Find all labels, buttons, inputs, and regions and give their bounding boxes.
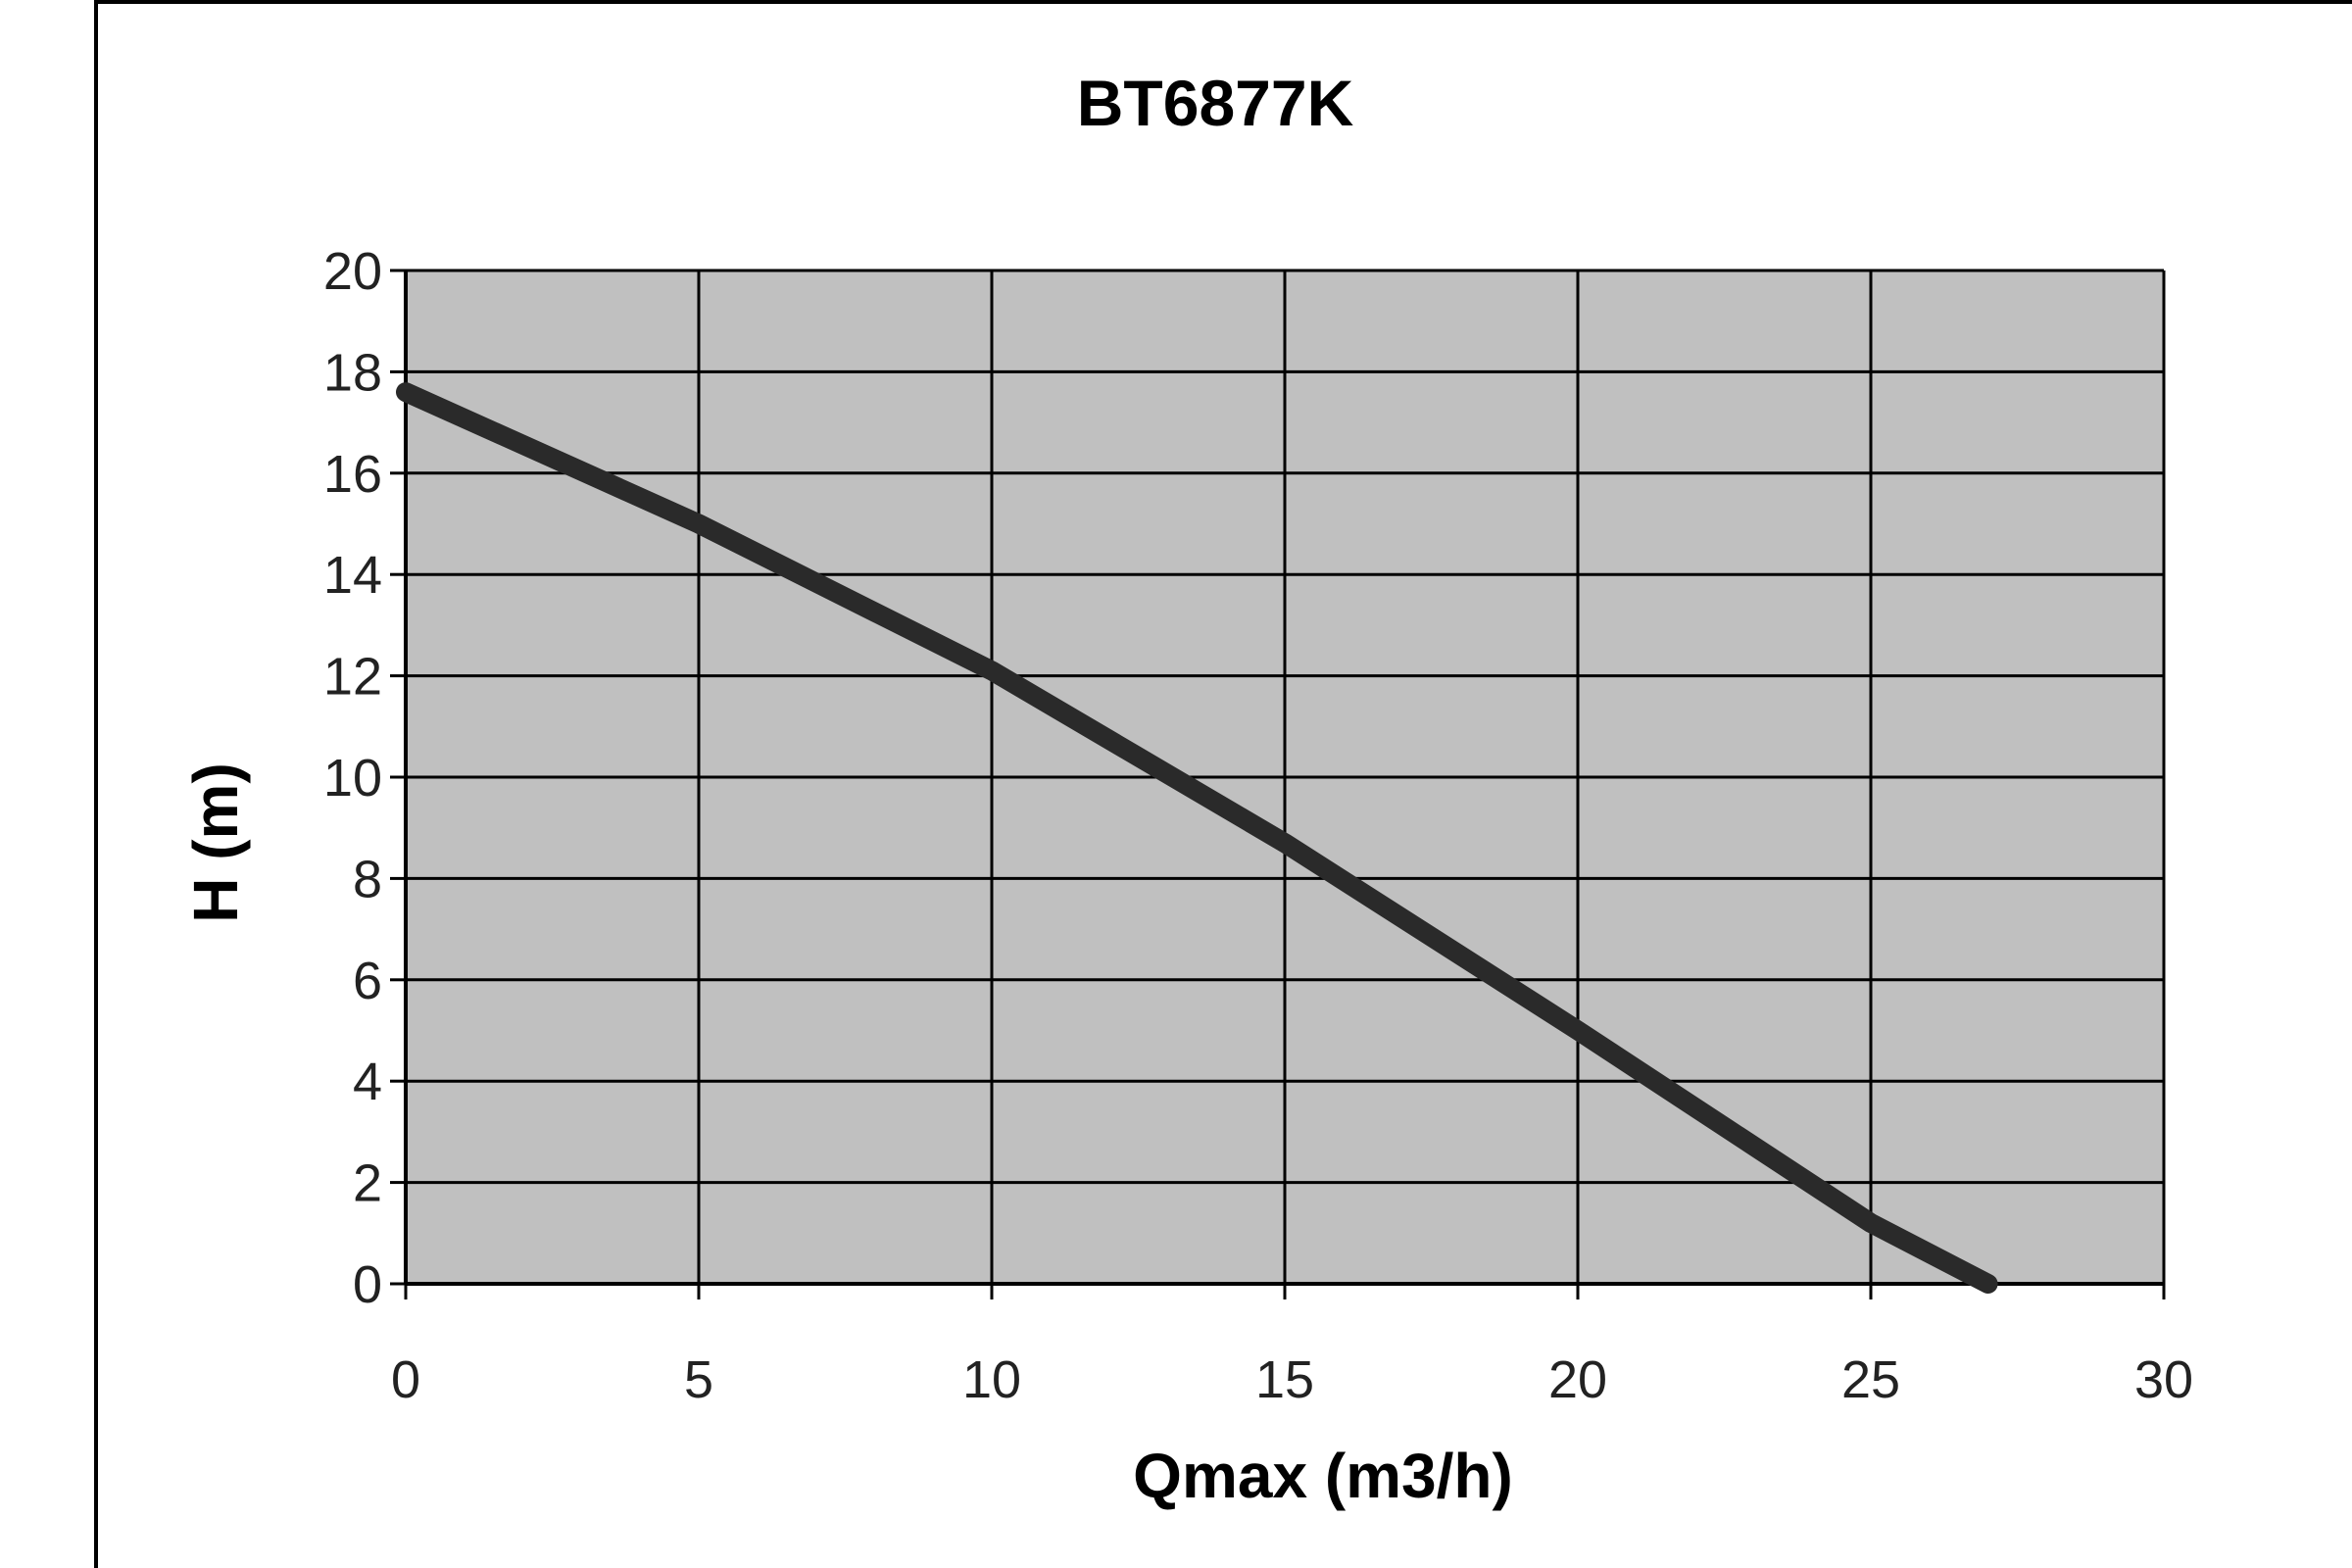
x-tick-label: 20 — [1548, 1350, 1607, 1409]
y-tick-label: 16 — [323, 445, 382, 504]
x-tick-labels: 0 5 10 15 20 25 30 — [391, 1350, 2193, 1409]
y-axis-title: H (m) — [180, 762, 251, 923]
chart-title: BT6877K — [1077, 67, 1354, 139]
y-tick-label: 14 — [323, 546, 382, 605]
y-tick-label: 0 — [353, 1255, 382, 1314]
y-tick-label: 4 — [353, 1053, 382, 1111]
x-tick-label: 30 — [2134, 1350, 2193, 1409]
x-axis-title: Qmax (m3/h) — [1133, 1441, 1513, 1511]
y-tick-label: 2 — [353, 1154, 382, 1213]
gridlines — [406, 269, 2166, 1284]
chart-frame — [94, 0, 2352, 1568]
y-tick-label: 10 — [323, 749, 382, 808]
y-tick-label: 18 — [323, 343, 382, 402]
x-tick-label: 15 — [1255, 1350, 1314, 1409]
x-tick-label: 5 — [684, 1350, 713, 1409]
y-tick-label: 12 — [323, 648, 382, 707]
y-tick-label: 20 — [323, 242, 382, 301]
x-tick-label: 25 — [1841, 1350, 1900, 1409]
y-tick-labels: 0 2 4 6 8 10 12 14 16 18 20 — [323, 242, 382, 1314]
y-tick-label: 8 — [353, 850, 382, 908]
x-tick-label: 0 — [391, 1350, 420, 1409]
series-line — [396, 382, 1998, 1294]
y-tick-label: 6 — [353, 952, 382, 1010]
axes — [390, 269, 2166, 1299]
x-tick-label: 10 — [962, 1350, 1021, 1409]
